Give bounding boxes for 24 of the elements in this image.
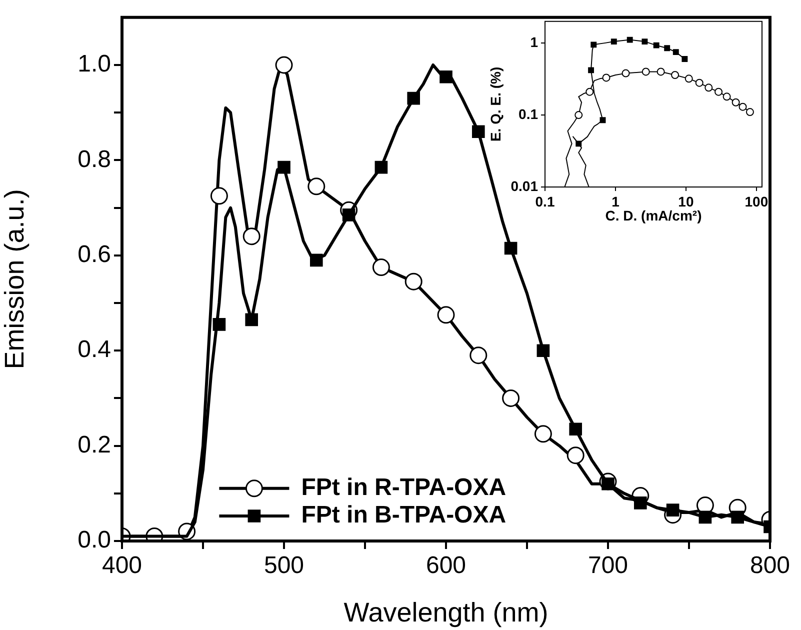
y-tick-label: 0.01 [510,178,538,194]
x-axis-title: C. D. (mA/cm²) [605,207,702,224]
y-tick-label: 0.4 [78,336,111,364]
x-tick-label: 500 [264,552,304,580]
legend-label: FPt in R-TPA-OXA [301,474,506,502]
y-axis-title: E. Q. E. (%) [487,66,504,142]
y-tick-label: 0.6 [78,241,111,268]
x-tick-label: 800 [750,552,790,580]
x-tick-label: 400 [102,552,142,580]
x-tick-label: 600 [426,552,466,580]
x-tick-label: 700 [588,552,628,580]
y-tick-label: 0.8 [78,146,111,173]
x-tick-label: 0.1 [535,193,555,210]
y-tick-label: 0.0 [78,526,111,554]
x-tick-label: 100 [744,193,768,210]
y-tick-label: 0.2 [78,431,111,458]
y-tick-label: 1.0 [78,50,111,78]
y-axis-title: Emission (a.u.) [0,189,30,370]
y-tick-label: 1 [530,34,538,50]
x-tick-label: 1 [612,193,620,210]
x-tick-label: 10 [678,193,694,210]
y-tick-label: 0.1 [518,106,538,122]
legend-label: FPt in B-TPA-OXA [301,502,506,529]
x-axis-title: Wavelength (nm) [344,597,548,628]
